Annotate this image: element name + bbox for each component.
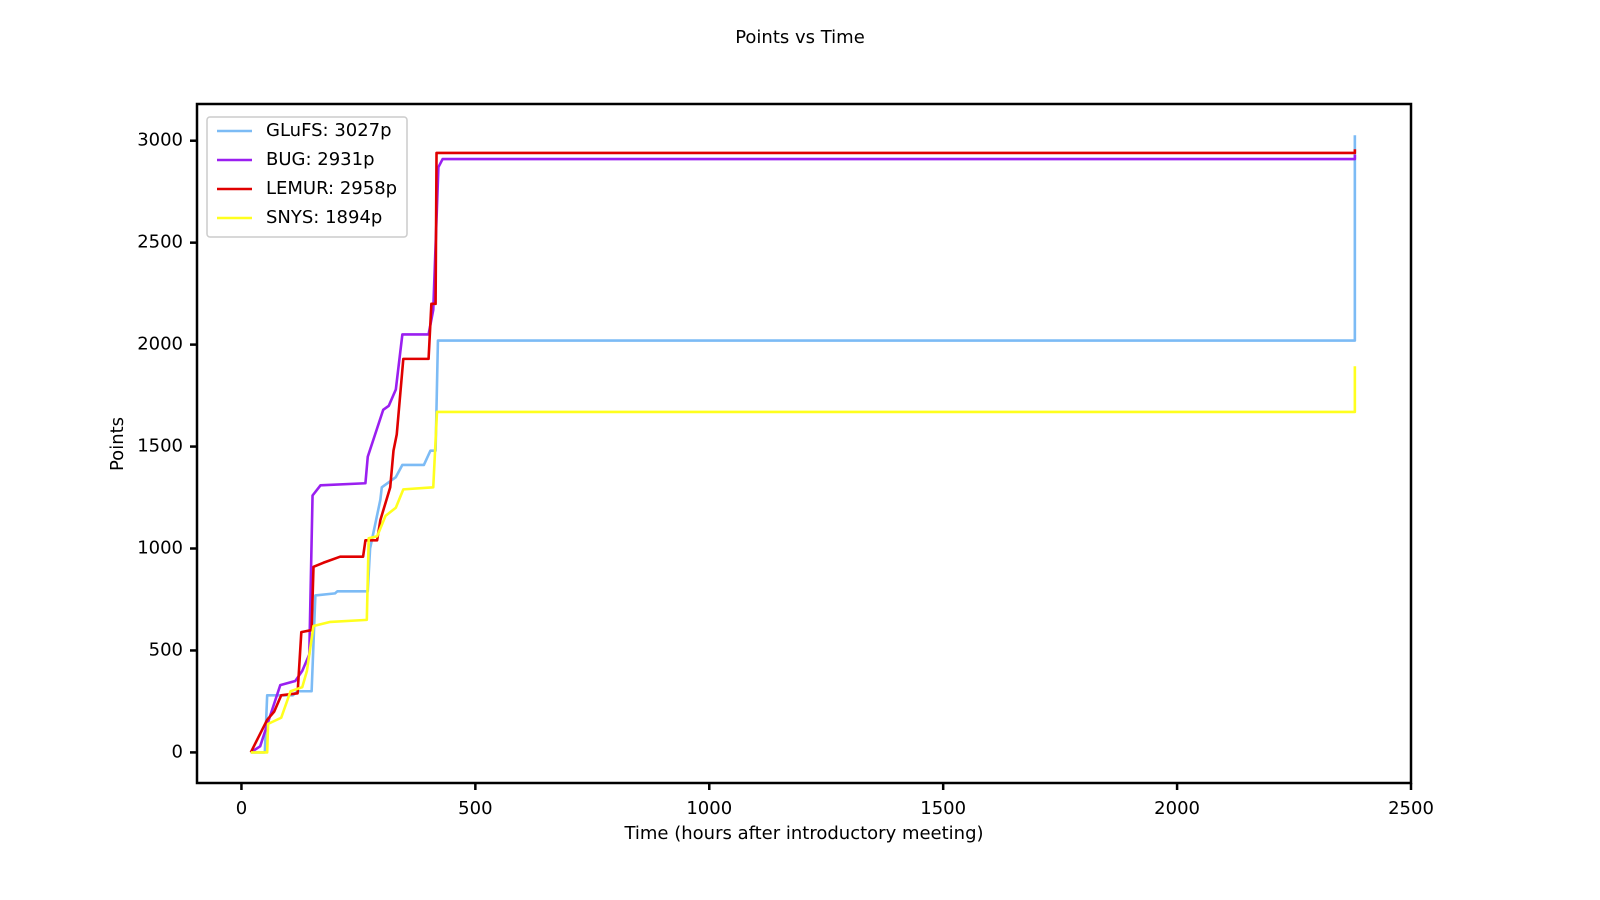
y-tick-label: 1500 bbox=[137, 436, 183, 457]
chart-title: Points vs Time bbox=[735, 27, 865, 48]
legend-box bbox=[206, 116, 408, 238]
y-tick-label: 3000 bbox=[137, 130, 183, 151]
y-tick-label: 1000 bbox=[137, 538, 183, 559]
legend-label: LEMUR: 2958p bbox=[266, 178, 397, 199]
legend-label: BUG: 2931p bbox=[266, 149, 375, 170]
x-tick-label: 0 bbox=[236, 798, 247, 819]
x-tick-label: 500 bbox=[458, 798, 492, 819]
x-tick-label: 2500 bbox=[1388, 798, 1434, 819]
x-tick-label: 1500 bbox=[920, 798, 966, 819]
y-tick-label: 2000 bbox=[137, 334, 183, 355]
legend-label: SNYS: 1894p bbox=[266, 207, 382, 228]
y-tick-label: 0 bbox=[172, 741, 183, 762]
series-line bbox=[250, 366, 1357, 754]
x-axis-label: Time (hours after introductory meeting) bbox=[623, 823, 983, 844]
y-axis-label: Points bbox=[107, 417, 128, 471]
y-tick-label: 2500 bbox=[137, 232, 183, 253]
x-tick-label: 2000 bbox=[1154, 798, 1200, 819]
y-tick-label: 500 bbox=[149, 639, 183, 660]
series-line bbox=[250, 154, 1357, 754]
series-line bbox=[250, 135, 1357, 754]
legend-label: GLuFS: 3027p bbox=[266, 120, 392, 141]
plot-frame bbox=[195, 102, 1413, 785]
x-tick-label: 1000 bbox=[686, 798, 732, 819]
series-line bbox=[249, 149, 1357, 753]
